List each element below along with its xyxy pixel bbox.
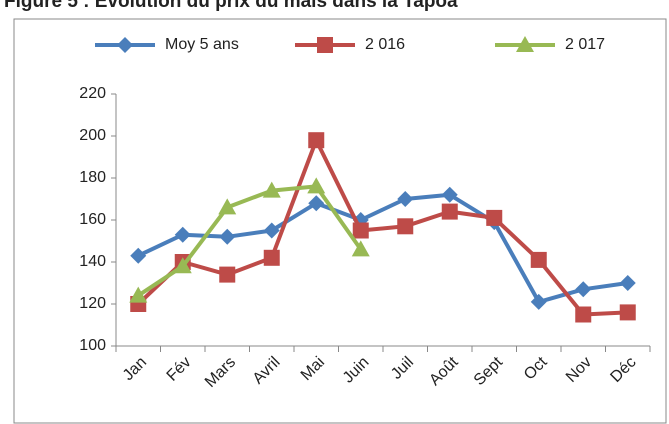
chart-title: Figure 5 : Évolution du prix du maïs dan… — [4, 0, 458, 12]
marker — [174, 226, 191, 243]
marker — [441, 186, 458, 203]
marker — [516, 36, 534, 52]
y-tick-label: 200 — [79, 127, 106, 144]
marker — [530, 293, 547, 310]
marker — [575, 281, 592, 298]
marker — [219, 266, 236, 283]
y-tick-label: 220 — [79, 85, 106, 102]
marker — [397, 191, 414, 207]
marker — [317, 37, 333, 53]
legend-label: Moy 5 ans — [165, 36, 239, 53]
y-tick-label: 140 — [79, 253, 106, 270]
marker — [619, 304, 636, 321]
marker — [263, 249, 280, 266]
marker — [129, 286, 148, 303]
y-tick-label: 120 — [79, 295, 106, 312]
marker — [530, 251, 547, 268]
y-tick-label: 180 — [79, 169, 106, 186]
marker — [307, 177, 326, 194]
y-tick-label: 160 — [79, 211, 106, 228]
marker — [308, 132, 325, 149]
marker — [219, 228, 236, 245]
legend-label: 2 017 — [565, 36, 605, 53]
marker — [575, 306, 592, 323]
marker — [218, 198, 237, 215]
legend-label: 2 016 — [365, 36, 405, 53]
marker — [308, 195, 325, 212]
marker — [117, 37, 133, 53]
marker — [486, 209, 503, 226]
marker — [130, 247, 147, 264]
marker — [441, 203, 458, 220]
marker — [173, 257, 192, 274]
marker — [351, 240, 370, 257]
y-tick-label: 100 — [79, 337, 106, 354]
marker — [619, 275, 636, 291]
marker — [352, 222, 369, 239]
marker — [397, 218, 414, 235]
marker — [263, 222, 280, 239]
marker — [262, 181, 281, 198]
